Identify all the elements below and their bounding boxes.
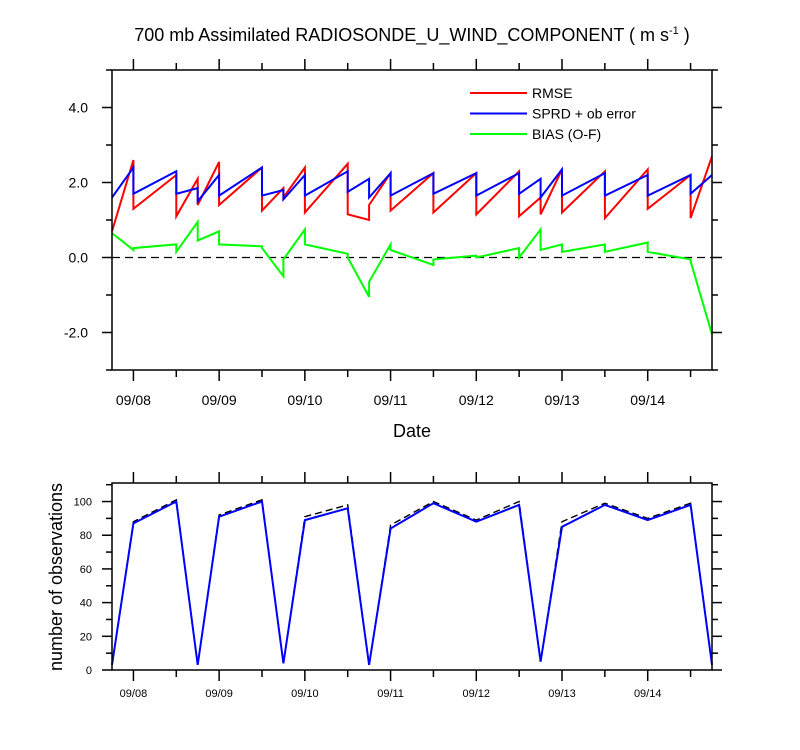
x-tick-label: 09/09: [205, 688, 233, 700]
y-tick-label: 100: [74, 496, 92, 508]
x-tick-label: 09/10: [287, 392, 322, 408]
x-tick-label: 09/11: [374, 392, 408, 408]
series-line-sprd-ob-error: [111, 164, 713, 205]
x-tick-label: 09/08: [120, 688, 148, 700]
y-tick-label: 20: [80, 631, 92, 643]
legend-label: SPRD + ob error: [532, 106, 636, 122]
legend: RMSE SPRD + ob error BIAS (O-F): [470, 85, 636, 142]
y-tick-label: 80: [80, 530, 92, 542]
top-axes: 09/08 09/09 09/10 09/11 09/12 09/13 09/14 -2.0 0…: [64, 59, 722, 408]
bottom-chart: 09/08 09/09 09/10 09/11 09/12 09/13 09/14 0 20 40…: [46, 472, 722, 700]
series-line-rmse: [111, 155, 713, 232]
x-tick-label: 09/13: [544, 392, 579, 408]
bottom-series-group: [111, 498, 713, 666]
y-tick-label: 0: [86, 665, 92, 677]
y-axis-title: number of observations: [46, 483, 66, 671]
x-axis-title: Date: [393, 421, 431, 441]
x-tick-label: 09/14: [630, 392, 665, 408]
x-tick-label: 09/11: [377, 688, 404, 700]
top-chart: 700 mb Assimilated RADIOSONDE_U_WIND_COM…: [64, 25, 722, 441]
series-line-observations-assimilated: [111, 499, 713, 666]
y-tick-label: 2.0: [69, 175, 89, 191]
y-tick-label: 4.0: [69, 100, 89, 116]
plot-frame: [111, 482, 713, 671]
x-tick-label: 09/12: [463, 688, 491, 700]
chart-title: 700 mb Assimilated RADIOSONDE_U_WIND_COM…: [134, 25, 690, 46]
top-series-group: [111, 155, 713, 335]
x-tick-label: 09/13: [548, 688, 576, 700]
x-tick-label: 09/14: [634, 688, 662, 700]
y-tick-label: -2.0: [64, 325, 88, 341]
x-tick-label: 09/12: [459, 392, 494, 408]
bottom-axes: 09/08 09/09 09/10 09/11 09/12 09/13 09/14 0 20 40…: [74, 472, 722, 700]
legend-label: BIAS (O-F): [532, 126, 601, 142]
legend-label: RMSE: [532, 85, 572, 101]
y-tick-label: 0.0: [69, 250, 89, 266]
x-tick-label: 09/10: [291, 688, 319, 700]
y-tick-label: 60: [80, 564, 92, 576]
x-tick-label: 09/08: [116, 392, 151, 408]
series-line-bias-o-f: [111, 218, 713, 335]
x-tick-label: 09/09: [202, 392, 237, 408]
y-tick-label: 40: [80, 598, 92, 610]
